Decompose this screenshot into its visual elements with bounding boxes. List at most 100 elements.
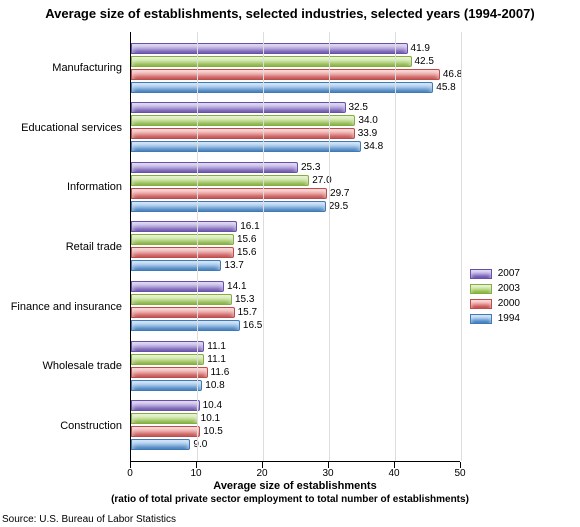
bar: 46.8 — [131, 69, 440, 80]
bar: 13.7 — [131, 260, 221, 271]
x-tick-label: 30 — [322, 468, 333, 479]
bar-value-label: 15.6 — [237, 234, 256, 245]
bar-value-label: 34.0 — [358, 115, 377, 126]
bar: 33.9 — [131, 128, 355, 139]
bar-value-label: 14.1 — [227, 281, 246, 292]
x-tick-label: 40 — [388, 468, 399, 479]
bar-row: 10.5 — [131, 426, 460, 437]
bar: 10.1 — [131, 413, 198, 424]
bar-row: 11.1 — [131, 341, 460, 352]
bar-value-label: 15.6 — [237, 247, 256, 258]
bar-value-label: 10.1 — [201, 413, 220, 424]
bar: 42.5 — [131, 56, 412, 67]
bar-value-label: 33.9 — [358, 128, 377, 139]
bar: 29.7 — [131, 188, 327, 199]
bar-row: 29.5 — [131, 201, 460, 212]
x-axis-ticks: 01020304050 — [130, 462, 460, 482]
bar-group: 10.410.110.59.0 — [131, 400, 460, 450]
bar-row: 13.7 — [131, 260, 460, 271]
legend-label: 2007 — [498, 268, 520, 279]
bar-groups: 41.942.546.845.832.534.033.934.825.327.0… — [131, 38, 460, 455]
bar-value-label: 41.9 — [411, 43, 430, 54]
bar-value-label: 15.3 — [235, 294, 254, 305]
bar-value-label: 10.8 — [205, 380, 224, 391]
bar-group: 32.534.033.934.8 — [131, 102, 460, 152]
bar: 15.3 — [131, 294, 232, 305]
bar-row: 14.1 — [131, 281, 460, 292]
bar: 15.6 — [131, 234, 234, 245]
bar-value-label: 11.1 — [207, 341, 226, 352]
bar-row: 10.8 — [131, 380, 460, 391]
bar-row: 9.0 — [131, 439, 460, 450]
bar: 14.1 — [131, 281, 224, 292]
bar: 34.0 — [131, 115, 355, 126]
bar: 15.7 — [131, 307, 235, 318]
bar-row: 25.3 — [131, 162, 460, 173]
bar-row: 10.4 — [131, 400, 460, 411]
bar: 16.1 — [131, 221, 237, 232]
bar-row: 16.5 — [131, 320, 460, 331]
bar-row: 34.0 — [131, 115, 460, 126]
legend-label: 2000 — [498, 298, 520, 309]
bar: 11.1 — [131, 341, 204, 352]
legend-swatch — [470, 314, 492, 324]
bar: 41.9 — [131, 43, 408, 54]
legend-row: 2007 — [470, 268, 520, 279]
legend-row: 2000 — [470, 298, 520, 309]
bar-value-label: 10.4 — [203, 400, 222, 411]
bar: 32.5 — [131, 102, 346, 113]
bar: 16.5 — [131, 320, 240, 331]
bar-value-label: 15.7 — [238, 307, 257, 318]
category-label: Educational services — [0, 122, 126, 134]
bar-value-label: 29.7 — [330, 188, 349, 199]
plot-area: 41.942.546.845.832.534.033.934.825.327.0… — [130, 32, 460, 462]
legend-label: 1994 — [498, 313, 520, 324]
bar-value-label: 25.3 — [301, 162, 320, 173]
legend-row: 1994 — [470, 313, 520, 324]
bar-row: 15.6 — [131, 234, 460, 245]
bar-value-label: 46.8 — [443, 69, 462, 80]
bar: 10.5 — [131, 426, 200, 437]
bar-row: 27.0 — [131, 175, 460, 186]
bar-value-label: 10.5 — [203, 426, 222, 437]
bar-value-label: 45.8 — [436, 82, 455, 93]
bar-value-label: 13.7 — [224, 260, 243, 271]
category-label: Finance and insurance — [0, 301, 126, 313]
bar-value-label: 29.5 — [329, 201, 348, 212]
bar-row: 16.1 — [131, 221, 460, 232]
bar-value-label: 16.5 — [243, 320, 262, 331]
bar-row: 46.8 — [131, 69, 460, 80]
bar-row: 33.9 — [131, 128, 460, 139]
bar-row: 42.5 — [131, 56, 460, 67]
x-axis-label: Average size of establishments — [130, 480, 460, 492]
x-tick-label: 10 — [190, 468, 201, 479]
bar: 11.1 — [131, 354, 204, 365]
x-tick-label: 50 — [454, 468, 465, 479]
bar: 10.4 — [131, 400, 200, 411]
chart-container: Average size of establishments, selected… — [0, 0, 580, 527]
bar-row: 45.8 — [131, 82, 460, 93]
bar: 29.5 — [131, 201, 326, 212]
bar-group: 16.115.615.613.7 — [131, 221, 460, 271]
bar: 34.8 — [131, 141, 361, 152]
category-label: Wholesale trade — [0, 360, 126, 372]
bar: 27.0 — [131, 175, 309, 186]
gridline — [197, 32, 198, 461]
bar-group: 11.111.111.610.8 — [131, 341, 460, 391]
bar-row: 15.3 — [131, 294, 460, 305]
gridline — [329, 32, 330, 461]
bar-group: 14.115.315.716.5 — [131, 281, 460, 331]
bar-row: 15.6 — [131, 247, 460, 258]
legend-row: 2003 — [470, 283, 520, 294]
bar-row: 41.9 — [131, 43, 460, 54]
legend: 2007 2003 2000 1994 — [470, 268, 520, 324]
legend-swatch — [470, 269, 492, 279]
bar-row: 11.6 — [131, 367, 460, 378]
gridline — [395, 32, 396, 461]
bar-value-label: 42.5 — [415, 56, 434, 67]
bar-row: 29.7 — [131, 188, 460, 199]
gridline — [461, 32, 462, 461]
bar-row: 15.7 — [131, 307, 460, 318]
x-tick-label: 0 — [127, 468, 133, 479]
bar: 9.0 — [131, 439, 190, 450]
